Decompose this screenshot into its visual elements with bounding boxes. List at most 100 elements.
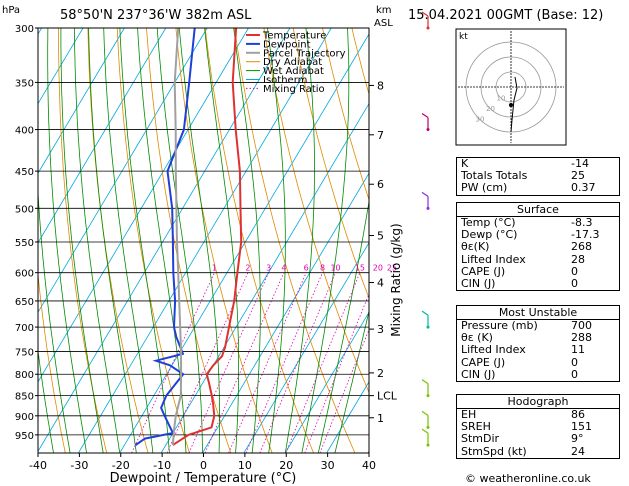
table-row-value: 0 [571, 276, 578, 290]
table-row-label: Lifted Index [461, 343, 526, 357]
wind-barb-flag [421, 191, 429, 197]
isotherm-line [38, 28, 167, 244]
skewt-profiles [135, 28, 243, 446]
x-axis-label: Dewpoint / Temperature (°C) [110, 471, 297, 486]
pressure-tick-label: 400 [15, 126, 34, 137]
km-tick-label: 7 [377, 129, 384, 142]
pressure-tick-label: 850 [15, 392, 34, 403]
table-row-label: Dewp (°C) [461, 228, 518, 242]
km-tick-label: 8 [377, 79, 384, 92]
mixing-ratio-label: 1 [212, 264, 217, 273]
wind-barb-flag [421, 379, 429, 385]
table-row-value: 0 [571, 355, 578, 369]
dry-adiabat-line [292, 28, 369, 300]
wind-barb-dot [426, 394, 430, 398]
temperature-tick-label: 0 [200, 459, 207, 472]
wet-adiabat-line [334, 309, 369, 453]
dry-adiabat-line [58, 28, 108, 453]
temperature-tick-label: -30 [70, 459, 88, 472]
table-row-value: 288 [571, 331, 592, 345]
table-row-label: CIN (J) [461, 367, 496, 381]
mixing-ratio-label: 20 [373, 264, 383, 273]
wind-barb-flag [421, 11, 429, 17]
hodograph-ring-label: 30 [476, 116, 485, 124]
wind-barb-dot [426, 425, 430, 429]
table-row: CIN (J) 0 [457, 367, 619, 381]
table-row: PW (cm) 0.37 [457, 182, 619, 194]
footer-credit: © weatheronline.co.uk [465, 472, 591, 485]
mixing-ratio-label: 15 [355, 264, 365, 273]
table-row: Totals Totals 25 [457, 169, 619, 183]
wind-barb-flag [421, 113, 429, 119]
table-row: StmSpd (kt) 24 [457, 445, 619, 458]
table-row-label: StmDir [461, 432, 500, 446]
mixing-ratio-line [228, 272, 307, 453]
series-temperature-line [172, 28, 243, 446]
surface-table: Surface Temp (°C) -8.3 Dewp (°C) -17.3 θε(K)… [456, 202, 620, 292]
legend-entry: Parcel Trajectory [263, 48, 346, 59]
table-row-value: 151 [571, 420, 592, 434]
wet-adiabat-line [88, 28, 137, 453]
table-row-value: 268 [571, 240, 592, 254]
table-row: Temp (°C) -8.3 [457, 216, 619, 229]
km-label: km [376, 5, 392, 16]
legend-entry: Mixing Ratio [263, 84, 325, 95]
table-row-label: PW (cm) [461, 181, 508, 195]
skewt-axes: 3003504004505005506006507007508008509009… [15, 24, 398, 472]
table-row-label: Lifted Index [461, 252, 526, 266]
table-row-label: EH [461, 408, 477, 421]
mixing-ratio-label: 3 [266, 264, 271, 273]
isotherm-line [160, 102, 369, 453]
km-tick-label: LCL [377, 390, 398, 403]
mixing-ratio-line [131, 272, 215, 453]
mixing-ratio-line [319, 328, 369, 453]
isotherm-line [202, 172, 369, 453]
series-dewpoint-line [135, 28, 196, 446]
wind-barb-flag [421, 428, 429, 434]
temperature-tick-label: 40 [362, 459, 376, 472]
table-row: CIN (J) 0 [457, 276, 619, 290]
isotherm-line [284, 311, 369, 453]
table-row-value: 25 [571, 169, 585, 183]
hodograph-table-title: Hodograph [457, 395, 619, 409]
pressure-tick-label: 900 [15, 412, 34, 423]
pressure-tick-label: 650 [15, 297, 34, 308]
table-row-label: Pressure (mb) [461, 319, 538, 332]
skewt-background-lines [38, 28, 369, 453]
table-row: θε(K) 268 [457, 241, 619, 253]
table-row-value: -8.3 [571, 216, 593, 229]
isotherm-line [38, 28, 291, 453]
km-tick-label: 5 [377, 229, 384, 242]
legend-entry: Dry Adiabat [263, 57, 322, 68]
wet-adiabat-line [38, 186, 71, 453]
pressure-tick-label: 350 [15, 78, 34, 89]
table-row-label: Totals Totals [461, 169, 528, 183]
temperature-tick-label: -40 [29, 459, 47, 472]
series-parcel-trajectory-line [171, 28, 183, 446]
isotherm-line [38, 28, 208, 314]
table-row: K -14 [457, 157, 619, 170]
table-row-label: CIN (J) [461, 276, 496, 290]
datetime-title: 15.04.2021 00GMT (Base: 12) [408, 8, 603, 23]
temperature-tick-label: 20 [279, 459, 293, 472]
wind-barb-flag [421, 310, 429, 316]
km-tick-label: 4 [377, 277, 384, 290]
table-row-value: 11 [571, 343, 585, 357]
wind-barb-dot [426, 26, 430, 30]
wind-barb-flag [421, 410, 429, 416]
hodograph-ring-label: 10 [497, 95, 506, 103]
legend-entry: Dewpoint [263, 39, 311, 50]
location-title: 58°50'N 237°36'W 382m ASL [60, 8, 252, 23]
isotherm-line [38, 28, 125, 174]
wind-barbs [421, 11, 430, 447]
surface-title: Surface [457, 203, 619, 217]
wind-barb-dot [426, 325, 430, 329]
mixing-ratio-label: 4 [281, 264, 286, 273]
table-row-value: 0 [571, 264, 578, 278]
mixing-ratio-label: 25 [387, 264, 397, 273]
isotherm-line [243, 241, 369, 453]
legend-entry: Isotherm [263, 75, 307, 86]
table-row-label: K [461, 157, 469, 170]
